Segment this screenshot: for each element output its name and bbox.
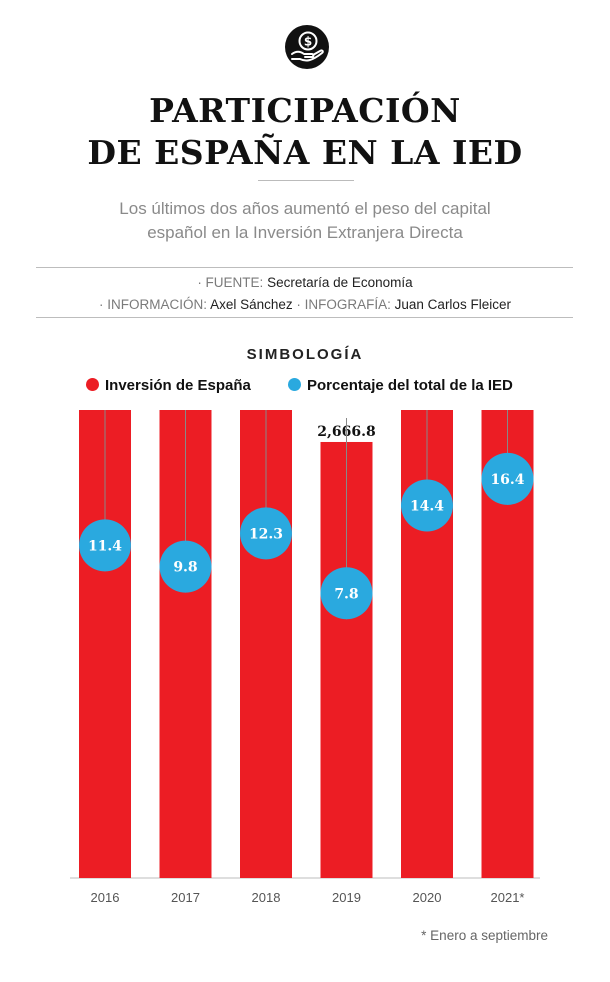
svg-text:$: $ — [304, 35, 312, 49]
page-title-line-1: PARTICIPACIÓN — [149, 91, 461, 130]
infographic-value: Juan Carlos Fleicer — [394, 297, 511, 312]
info-label: · INFORMACIÓN: — [99, 297, 208, 312]
subtitle-line-1: Los últimos dos años aumentó el peso del… — [119, 199, 491, 218]
subtitle-line-2: español en la Inversión Extranjera Direc… — [147, 223, 463, 242]
percentage-label-1: 11.4 — [88, 538, 122, 554]
legend-item-ied-percentage: Porcentaje del total de la IED — [288, 377, 513, 394]
percentage-label-6: 16.4 — [490, 472, 524, 488]
title-divider — [258, 180, 354, 181]
page-title-line-2: DE ESPAÑA EN LA IED — [87, 133, 523, 172]
percentage-label-5: 14.4 — [410, 498, 444, 514]
legend-dot-red — [86, 378, 99, 391]
footnote: * Enero a septiembre — [421, 928, 548, 943]
percentage-bubble-6 — [481, 452, 534, 505]
legend-dot-blue — [288, 378, 301, 391]
legend-label-spain-investment: Inversión de España — [105, 377, 251, 394]
hand-holding-dollar-icon: $ — [285, 25, 329, 69]
source-value: Secretaría de Economía — [267, 275, 413, 290]
legend-label-ied-percentage: Porcentaje del total de la IED — [307, 377, 513, 394]
percentage-bubble-4 — [320, 567, 373, 620]
infographic-label: · INFOGRAFÍA: — [296, 297, 391, 312]
x-tick-label-6: 2021* — [491, 890, 525, 905]
percentage-bubble-2 — [159, 540, 212, 593]
source-credit: · FUENTE: Secretaría de Economía — [0, 275, 610, 290]
x-tick-label-2: 2017 — [171, 890, 200, 905]
percentage-bubble-5 — [401, 479, 453, 532]
info-value: Axel Sánchez — [210, 297, 293, 312]
percentage-label-4: 7.8 — [334, 586, 358, 602]
bar-chart: 3,567.311.420163,361.09.820174,167.012.3… — [70, 410, 540, 905]
credits-top-divider — [36, 267, 573, 268]
percentage-label-3: 12.3 — [249, 526, 283, 542]
legend-item-spain-investment: Inversión de España — [86, 377, 251, 394]
percentage-bubble-1 — [79, 519, 131, 572]
source-label: · FUENTE: — [197, 275, 264, 290]
percentage-label-2: 9.8 — [173, 560, 197, 576]
x-tick-label-5: 2020 — [413, 890, 442, 905]
x-tick-label-1: 2016 — [91, 890, 120, 905]
credits-bottom-divider — [36, 317, 573, 318]
x-tick-label-3: 2018 — [252, 890, 281, 905]
legend-title: SIMBOLOGÍA — [246, 346, 364, 363]
percentage-bubble-3 — [240, 507, 292, 560]
authors-credit: · INFORMACIÓN: Axel Sánchez · INFOGRAFÍA… — [0, 297, 610, 312]
x-tick-label-4: 2019 — [332, 890, 361, 905]
